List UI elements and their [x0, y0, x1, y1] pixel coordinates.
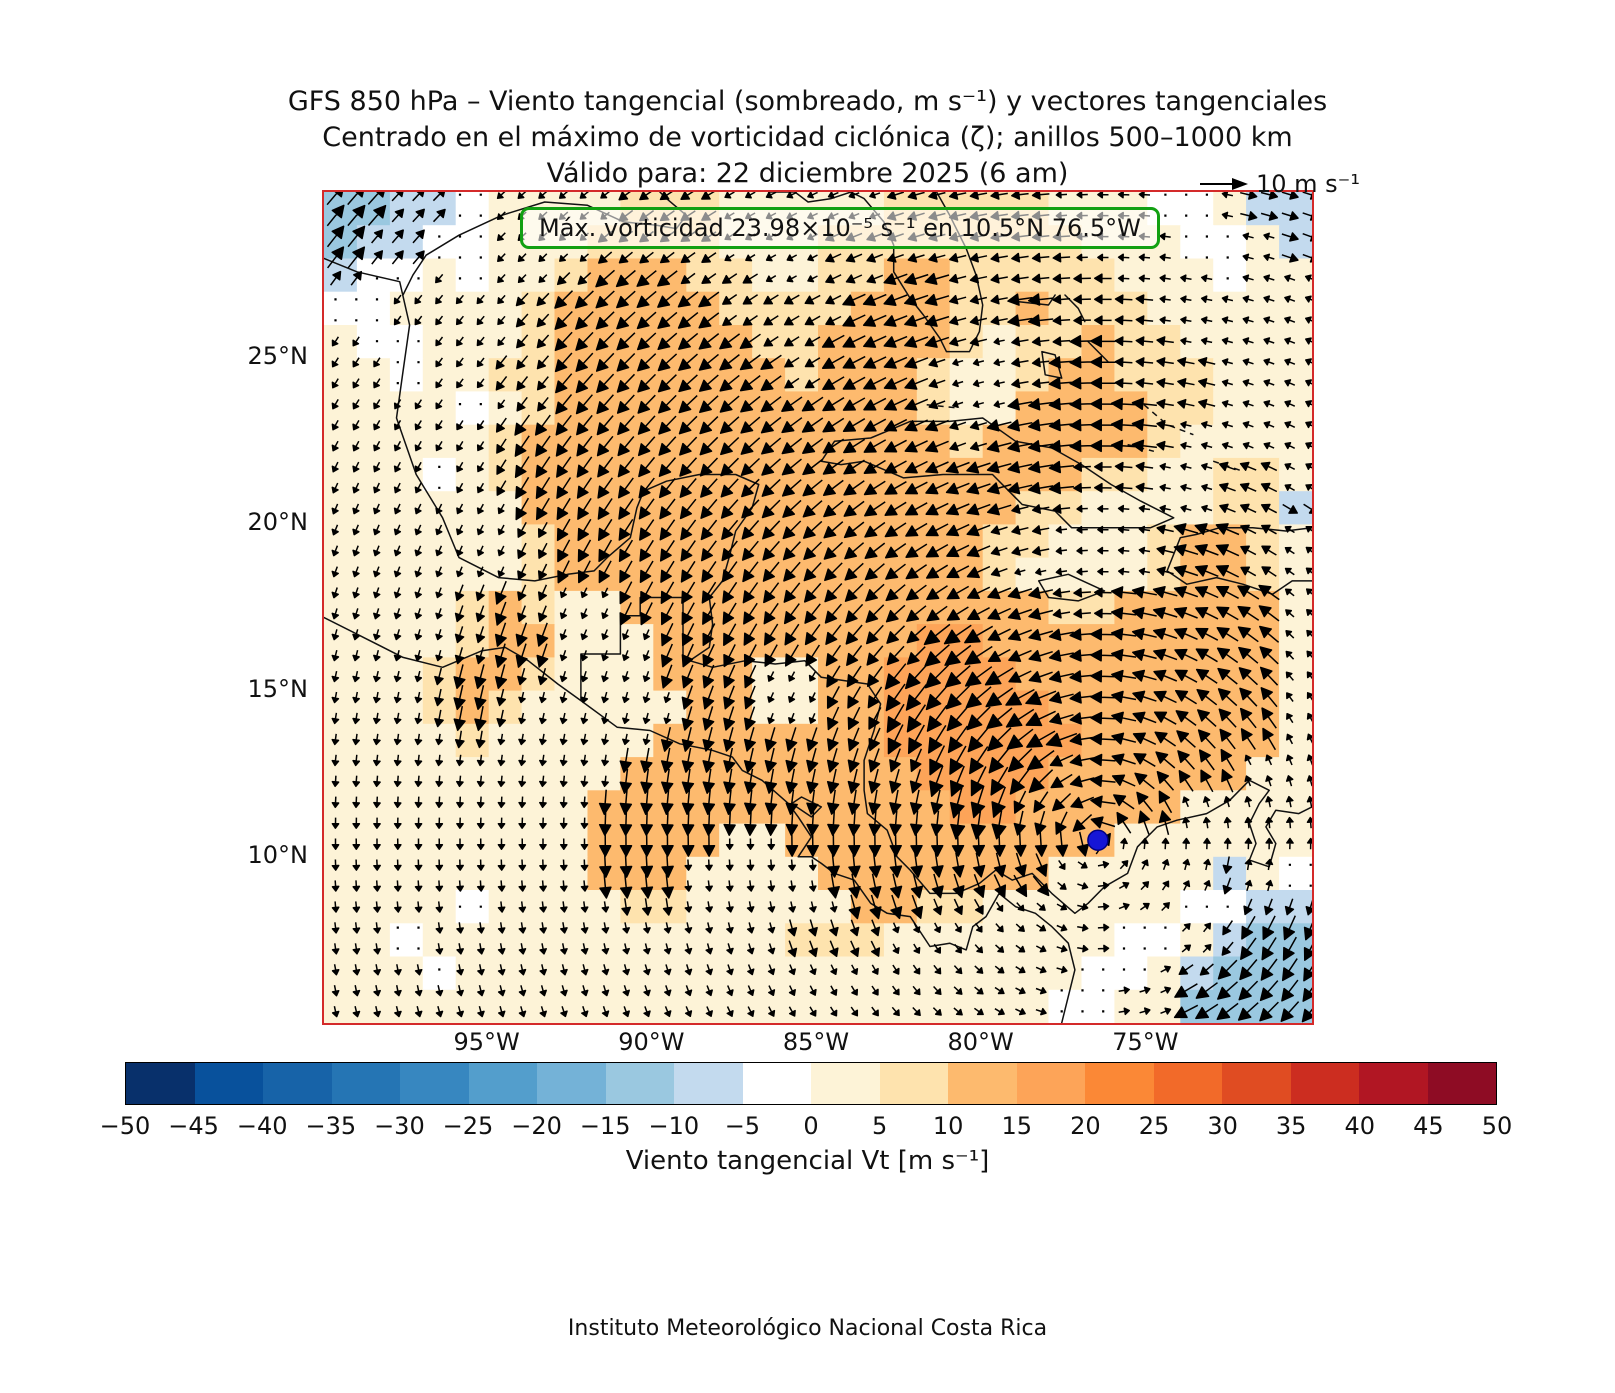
colorbar-segment [1153, 1063, 1222, 1104]
colorbar-segment [605, 1063, 674, 1104]
x-tick-label: 95°W [453, 1028, 520, 1056]
colorbar-segment [1290, 1063, 1359, 1104]
vorticity-annotation: Máx. vorticidad 23.98×10⁻⁵ s⁻¹ en 10.5°N… [520, 207, 1160, 249]
map-canvas [324, 192, 1312, 1023]
colorbar-label: Viento tangencial Vt [m s⁻¹] [625, 1146, 990, 1176]
reference-arrow-icon [1200, 178, 1248, 190]
x-tick-label: 75°W [1112, 1028, 1179, 1056]
x-tick-label: 80°W [947, 1028, 1014, 1056]
vorticity-center-dot [1087, 829, 1109, 851]
colorbar-segment [194, 1063, 263, 1104]
colorbar-tick-label: −15 [579, 1112, 631, 1140]
colorbar-segment [263, 1063, 332, 1104]
colorbar-tick-label: 0 [803, 1112, 819, 1140]
title-line-2: Centrado en el máximo de vorticidad cicl… [322, 122, 1293, 153]
vorticity-annotation-text: Máx. vorticidad 23.98×10⁻⁵ s⁻¹ en 10.5°N… [539, 214, 1141, 242]
chart-title: GFS 850 hPa – Viento tangencial (sombrea… [0, 84, 1615, 192]
colorbar-tick-label: 40 [1344, 1112, 1376, 1140]
colorbar-tick-label: 30 [1207, 1112, 1238, 1140]
colorbar-tick-label: −25 [442, 1112, 494, 1140]
colorbar-tick-label: 5 [871, 1112, 888, 1140]
colorbar-tick-label: −20 [511, 1112, 562, 1140]
colorbar-tick-label: 35 [1275, 1112, 1307, 1140]
colorbar-segment [1016, 1063, 1085, 1104]
colorbar-tick-label: 25 [1138, 1112, 1170, 1140]
colorbar-segment [811, 1063, 880, 1104]
colorbar-segment [537, 1063, 606, 1104]
x-tick-label: 90°W [618, 1028, 685, 1056]
wind-arrows [326, 192, 1312, 1023]
colorbar-segment [1222, 1063, 1291, 1104]
title-line-1: GFS 850 hPa – Viento tangencial (sombrea… [287, 86, 1328, 117]
title-line-3: Válido para: 22 diciembre 2025 (6 am) [546, 158, 1069, 189]
colorbar-tick-label: −10 [648, 1112, 700, 1140]
colorbar-tick-label: −30 [374, 1112, 425, 1140]
quiver-key-label: 10 m s⁻¹ [1256, 170, 1360, 198]
colorbar-tick-label: 20 [1070, 1112, 1101, 1140]
colorbar-tick-label: −45 [168, 1112, 219, 1140]
colorbar-segment [1359, 1063, 1428, 1104]
colorbar-tick-label: 10 [932, 1112, 964, 1140]
colorbar-segment [331, 1063, 400, 1104]
y-tick-label: 20°N [247, 508, 309, 537]
y-tick-label: 25°N [247, 342, 309, 371]
quiver-key: 10 m s⁻¹ [1200, 170, 1360, 198]
colorbar-segment [742, 1063, 811, 1104]
y-tick-label: 10°N [247, 840, 309, 869]
colorbar-segment [879, 1063, 948, 1104]
colorbar-tick-label: 50 [1481, 1112, 1513, 1140]
colorbar-segment [1427, 1063, 1496, 1104]
colorbar-segment [1085, 1063, 1154, 1104]
colorbar-segment [400, 1063, 469, 1104]
colorbar-tick-label: −50 [99, 1112, 151, 1140]
colorbar-segment [948, 1063, 1017, 1104]
colorbar-tick-label: −35 [305, 1112, 357, 1140]
colorbar-segment [468, 1063, 537, 1104]
footer-credit: Instituto Meteorológico Nacional Costa R… [567, 1316, 1048, 1341]
colorbar-tick-label: 15 [1001, 1112, 1033, 1140]
colorbar [125, 1062, 1497, 1105]
map-plot: Máx. vorticidad 23.98×10⁻⁵ s⁻¹ en 10.5°N… [322, 190, 1314, 1025]
coastlines [324, 192, 1312, 1023]
x-tick-label: 85°W [782, 1028, 850, 1056]
y-tick-label: 15°N [247, 674, 309, 703]
colorbar-tick-label: −5 [724, 1112, 761, 1140]
colorbar-segment [126, 1063, 195, 1104]
colorbar-tick-label: −40 [236, 1112, 288, 1140]
colorbar-segment [674, 1063, 743, 1104]
colorbar-tick-label: 45 [1413, 1112, 1444, 1140]
